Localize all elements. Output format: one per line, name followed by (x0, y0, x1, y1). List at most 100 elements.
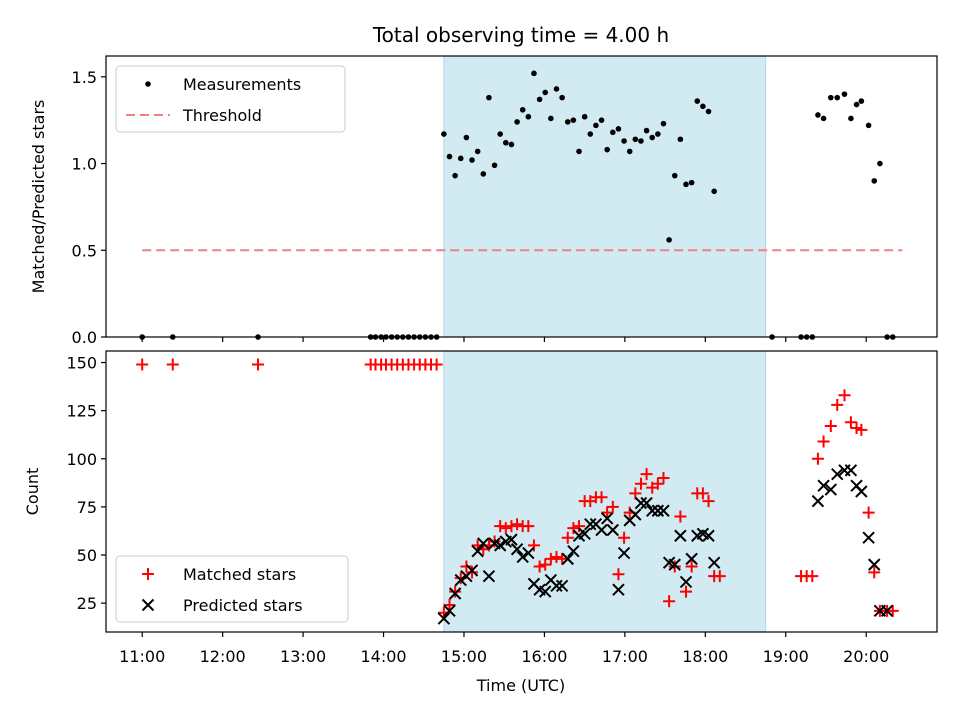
data-point (811, 452, 824, 465)
legend-label: Threshold (182, 106, 262, 125)
data-point (536, 96, 543, 103)
data-point (707, 556, 721, 569)
data-point (841, 91, 848, 97)
data-point (486, 94, 492, 101)
x-tick-label: 19:00 (763, 647, 809, 666)
x-tick-label: 20:00 (843, 647, 889, 666)
legend-label: Measurements (183, 75, 301, 94)
legend-label: Predicted stars (183, 596, 303, 615)
data-point (510, 543, 524, 556)
data-point (449, 585, 462, 598)
data-point (858, 98, 865, 104)
y-axis-label: Matched/Predicted stars (29, 100, 48, 294)
data-point (511, 518, 524, 531)
data-point (443, 599, 456, 612)
data-point (668, 558, 681, 571)
series-measurements (139, 70, 896, 340)
data-point (576, 148, 582, 155)
data-point (677, 136, 684, 143)
data-point (855, 485, 868, 498)
data-point (493, 539, 507, 552)
y-tick-label: 125 (66, 402, 97, 421)
y-tick-label: 25 (77, 594, 97, 613)
data-point (494, 520, 507, 533)
data-point (581, 113, 588, 120)
data-point (674, 529, 687, 542)
data-point (848, 115, 854, 122)
data-point (649, 134, 656, 141)
data-point (584, 518, 597, 531)
y-axis-label: Count (23, 468, 42, 516)
data-point (446, 153, 453, 160)
data-point (700, 103, 706, 110)
y-tick-label: 0.0 (72, 328, 97, 347)
y-tick-label: 0.5 (72, 241, 97, 260)
data-point (618, 531, 631, 544)
data-point (556, 552, 569, 565)
y-tick-label: 75 (77, 498, 97, 517)
data-point (632, 136, 639, 143)
data-point (646, 504, 659, 517)
data-point (555, 579, 569, 593)
x-tick-label: 13:00 (280, 647, 326, 666)
x-tick-label: 12:00 (200, 647, 246, 666)
data-point (886, 604, 899, 617)
data-point (824, 483, 838, 496)
data-point (553, 86, 560, 92)
data-point (651, 477, 664, 490)
data-point (522, 546, 535, 560)
data-point (550, 550, 563, 563)
y-tick-label: 150 (66, 354, 97, 373)
data-point (136, 358, 149, 371)
data-point (505, 520, 518, 533)
y-tick-label: 1.0 (72, 155, 97, 174)
data-point (643, 127, 650, 134)
data-point (441, 131, 447, 137)
data-point (525, 113, 532, 120)
series-predicted-stars (437, 464, 894, 625)
data-point (448, 587, 462, 600)
data-point (844, 416, 857, 429)
data-point (516, 550, 529, 564)
data-point (601, 506, 614, 519)
data-point (477, 537, 490, 550)
data-point (862, 506, 875, 519)
data-point (430, 358, 443, 371)
data-point (570, 117, 577, 123)
y-tick-label: 1.5 (72, 68, 97, 87)
data-point (702, 495, 715, 508)
data-point (855, 423, 868, 436)
legend-marker (145, 81, 151, 87)
data-point (617, 546, 631, 560)
data-point (831, 467, 844, 481)
data-point (491, 162, 498, 169)
data-point (640, 496, 653, 510)
ratio-panel: 0.0 0.5 1.0 1.5 Matched/Predicted stars Measu… (29, 55, 938, 347)
data-point (499, 522, 512, 535)
data-point (806, 570, 819, 583)
data-point (815, 112, 821, 118)
data-point (612, 583, 625, 596)
x-tick-label: 18:00 (682, 647, 728, 666)
data-point (454, 573, 467, 587)
x-tick-label: 14:00 (360, 647, 406, 666)
data-point (685, 560, 698, 573)
x-tick-label: 17:00 (602, 647, 648, 666)
x-tick-label: 16:00 (521, 647, 567, 666)
data-point (505, 533, 518, 546)
data-point (657, 504, 670, 517)
count-panel: 25 50 75 100 125 150 11:00 12:00 13:00 14:00 15:00… (23, 350, 938, 666)
data-point (685, 552, 698, 566)
data-point (587, 131, 594, 137)
data-point (871, 178, 878, 184)
axes-frame (105, 350, 938, 633)
data-point (466, 566, 479, 579)
data-point (452, 172, 458, 179)
data-point (824, 420, 837, 433)
data-point (465, 564, 479, 577)
data-point (252, 358, 265, 371)
data-point (705, 108, 712, 115)
legend: Measurements Threshold (115, 65, 346, 133)
data-point (519, 106, 526, 113)
data-point (679, 575, 693, 589)
